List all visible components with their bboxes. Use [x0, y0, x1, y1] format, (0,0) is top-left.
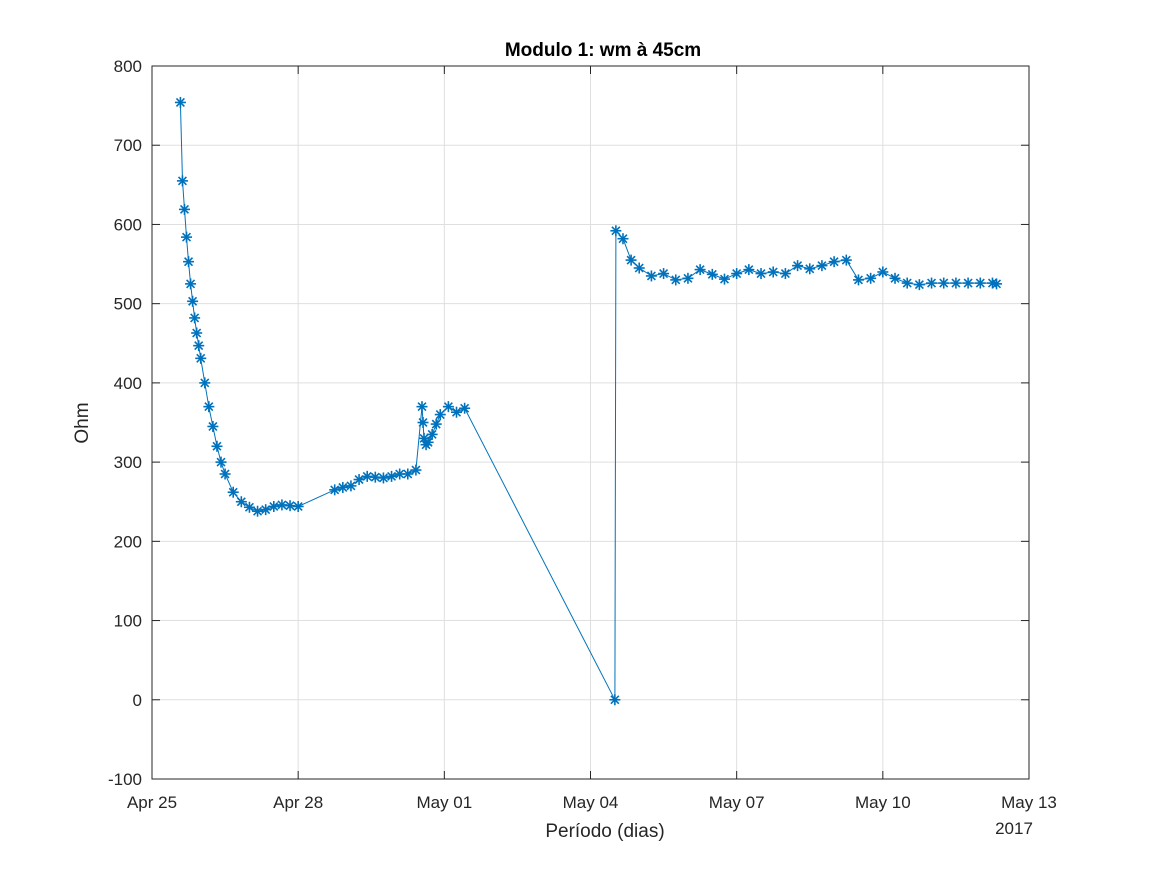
data-point	[410, 464, 422, 476]
data-point	[962, 277, 974, 289]
data-point	[828, 256, 840, 268]
data-point	[731, 268, 743, 280]
data-point	[243, 501, 255, 513]
data-point	[434, 409, 446, 421]
data-point	[633, 262, 645, 274]
data-point	[938, 277, 950, 289]
data-point	[991, 278, 1003, 290]
data-point	[645, 270, 657, 282]
y-tick-label: -100	[108, 770, 142, 789]
series-layer	[174, 96, 1003, 706]
data-point	[901, 277, 913, 289]
y-tick-label: 200	[114, 532, 142, 551]
data-point	[670, 274, 682, 286]
data-point	[430, 418, 442, 430]
x-tick-label: May 04	[563, 793, 619, 812]
data-point	[329, 484, 341, 496]
data-point	[174, 96, 186, 108]
data-point	[422, 436, 434, 448]
data-point	[252, 505, 264, 517]
x-axis-year-label: 2017	[995, 819, 1033, 838]
data-point	[191, 327, 203, 339]
data-point	[268, 500, 280, 512]
x-tick-label: May 10	[855, 793, 911, 812]
data-point	[682, 272, 694, 284]
data-point	[442, 401, 454, 413]
data-point	[426, 428, 438, 440]
x-axis-title: Período (dias)	[545, 821, 664, 842]
data-point	[178, 203, 190, 215]
data-point	[767, 266, 779, 278]
chart-title: Modulo 1: wm à 45cm	[505, 40, 701, 61]
x-tick-label: May 07	[709, 793, 765, 812]
y-tick-label: 300	[114, 453, 142, 472]
data-point	[889, 272, 901, 284]
data-point	[227, 486, 239, 498]
data-point	[337, 481, 349, 493]
data-point	[877, 266, 889, 278]
data-point	[176, 175, 188, 187]
data-point	[792, 260, 804, 272]
data-point	[718, 273, 730, 285]
data-point	[974, 277, 986, 289]
data-point	[926, 277, 938, 289]
data-point	[779, 268, 791, 280]
data-point	[386, 470, 398, 482]
data-point	[816, 260, 828, 272]
data-point	[451, 406, 463, 418]
data-point	[189, 312, 201, 324]
data-point	[416, 401, 428, 413]
data-point	[193, 340, 205, 352]
data-point	[694, 264, 706, 276]
x-tick-label: May 01	[416, 793, 472, 812]
data-point	[913, 279, 925, 291]
data-point	[203, 401, 215, 413]
data-point	[195, 352, 207, 364]
ticks: -100 0 100 200 300 400 500 600 700 800 Apr 25 Apr 2…	[108, 57, 1057, 812]
data-point	[276, 499, 288, 511]
data-point	[840, 254, 852, 266]
data-point	[852, 274, 864, 286]
data-point	[706, 268, 718, 280]
data-point	[417, 417, 429, 428]
x-tick-label: Apr 28	[273, 793, 323, 812]
data-point	[235, 496, 247, 508]
data-point	[292, 500, 304, 512]
data-point	[215, 456, 227, 468]
y-tick-label: 700	[114, 136, 142, 155]
data-point	[617, 233, 629, 245]
y-tick-label: 100	[114, 612, 142, 631]
data-point	[402, 468, 414, 480]
data-point	[183, 256, 195, 268]
data-point	[610, 225, 622, 237]
x-tick-label: May 13	[1001, 793, 1057, 812]
y-tick-label: 0	[133, 691, 142, 710]
data-point	[199, 377, 211, 389]
data-point	[187, 295, 199, 307]
data-point	[743, 264, 755, 276]
x-tick-label: Apr 25	[127, 793, 177, 812]
data-point	[609, 694, 621, 706]
data-point	[865, 272, 877, 284]
data-point	[625, 254, 637, 266]
data-point	[345, 480, 357, 492]
data-point	[950, 277, 962, 289]
data-point	[804, 263, 816, 275]
y-axis-title: Ohm	[72, 402, 93, 443]
data-point	[284, 500, 296, 512]
data-point	[459, 402, 471, 414]
data-point	[181, 231, 193, 243]
data-point	[755, 268, 767, 280]
data-point	[377, 472, 389, 484]
y-tick-label: 500	[114, 295, 142, 314]
data-point	[219, 468, 231, 480]
y-tick-label: 400	[114, 374, 142, 393]
y-tick-label: 800	[114, 57, 142, 76]
data-point	[211, 440, 223, 452]
data-point	[658, 268, 670, 280]
data-point	[207, 420, 219, 432]
y-tick-label: 600	[114, 215, 142, 234]
data-point	[185, 278, 197, 290]
